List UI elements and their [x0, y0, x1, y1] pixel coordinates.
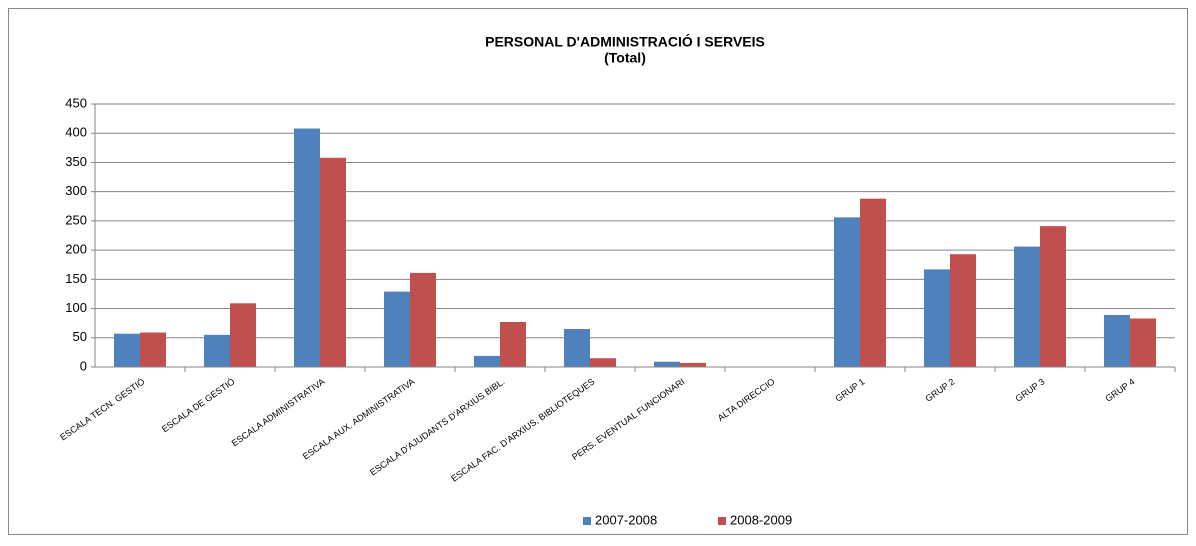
bar	[320, 157, 346, 367]
y-tick-label: 0	[80, 358, 87, 373]
bar	[924, 269, 950, 367]
legend-swatch	[718, 517, 726, 525]
bar	[1130, 318, 1156, 367]
y-tick-label: 50	[73, 329, 87, 344]
bar	[500, 321, 526, 367]
y-tick-label: 300	[65, 183, 87, 198]
bar	[204, 334, 230, 367]
y-tick-label: 250	[65, 212, 87, 227]
bar	[950, 254, 976, 367]
y-tick-label: 150	[65, 271, 87, 286]
bar	[114, 333, 140, 367]
legend-label: 2008-2009	[730, 512, 792, 527]
bar	[1104, 314, 1130, 367]
y-tick-label: 200	[65, 242, 87, 257]
y-tick-label: 400	[65, 125, 87, 140]
bar	[1040, 226, 1066, 367]
bar	[474, 355, 500, 367]
bar	[654, 361, 680, 367]
bar	[590, 358, 616, 367]
bar	[384, 291, 410, 367]
legend-swatch	[583, 517, 591, 525]
bar	[294, 128, 320, 367]
bar	[860, 198, 886, 367]
y-tick-label: 450	[65, 95, 87, 110]
bar	[140, 332, 166, 367]
y-tick-label: 350	[65, 154, 87, 169]
bar	[564, 329, 590, 367]
bar	[230, 303, 256, 367]
bar	[410, 272, 436, 367]
chart-subtitle: (Total)	[604, 50, 646, 66]
chart-border	[8, 8, 1188, 535]
chart-title: PERSONAL D'ADMINISTRACIÓ I SERVEIS	[485, 33, 765, 50]
bar	[680, 362, 706, 367]
y-tick-label: 100	[65, 300, 87, 315]
legend-label: 2007-2008	[595, 512, 657, 527]
bar	[834, 217, 860, 367]
bar	[1014, 246, 1040, 367]
